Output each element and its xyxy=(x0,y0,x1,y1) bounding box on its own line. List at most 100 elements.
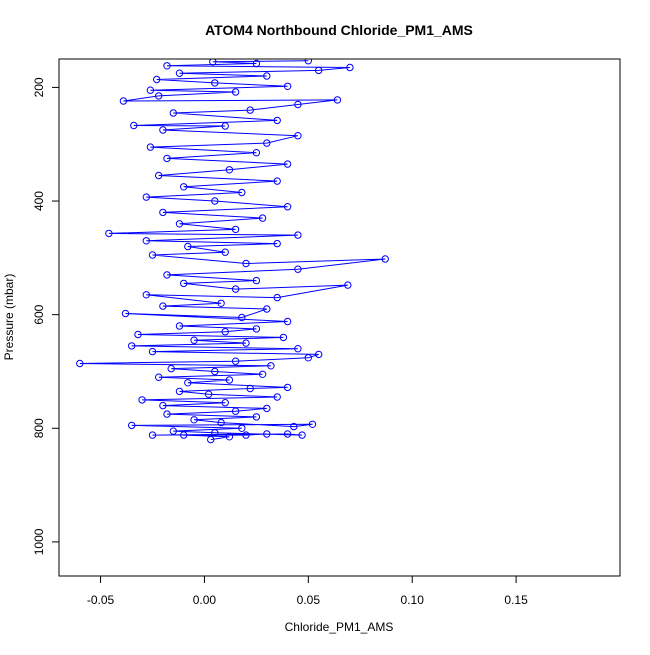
data-point xyxy=(346,63,354,72)
data-point xyxy=(273,239,281,248)
data-point xyxy=(231,225,240,234)
data-point xyxy=(190,416,198,424)
data-point xyxy=(142,291,151,299)
data-point xyxy=(252,59,261,68)
data-point xyxy=(252,149,261,157)
data-point xyxy=(238,424,246,432)
data-point xyxy=(252,276,261,285)
data-point xyxy=(315,66,323,75)
data-point xyxy=(142,193,151,201)
data-point xyxy=(304,354,312,362)
x-tick-label: 0.15 xyxy=(504,593,528,607)
data-point xyxy=(263,72,271,80)
data-point xyxy=(169,427,178,435)
data-point xyxy=(159,302,167,310)
data-point xyxy=(344,281,352,289)
data-point xyxy=(184,379,192,387)
data-point xyxy=(283,317,292,326)
data-point xyxy=(159,401,167,410)
data-point xyxy=(180,279,188,288)
data-point xyxy=(308,420,317,428)
data-point xyxy=(267,362,275,370)
data-point xyxy=(148,347,157,356)
data-point xyxy=(217,418,225,427)
data-point xyxy=(221,328,229,336)
data-point xyxy=(333,96,342,104)
data-point xyxy=(138,396,146,404)
data-point xyxy=(315,350,323,359)
data-point xyxy=(190,336,198,344)
data-point xyxy=(225,166,234,174)
data-point xyxy=(134,330,142,339)
data-point xyxy=(155,171,163,180)
data-point xyxy=(294,345,302,353)
x-axis: -0.05 0.00 0.05 0.10 0.15 xyxy=(87,575,528,607)
data-point xyxy=(175,220,184,228)
data-point xyxy=(294,100,302,109)
data-point xyxy=(258,214,267,222)
data-point xyxy=(283,383,292,392)
data-point xyxy=(184,242,192,251)
data-point xyxy=(211,79,219,87)
data-point xyxy=(163,410,171,418)
data-point xyxy=(155,92,163,100)
data-point xyxy=(175,69,184,77)
data-point xyxy=(163,271,171,279)
data-point xyxy=(128,342,136,350)
data-point xyxy=(242,259,250,268)
data-point xyxy=(217,299,225,307)
data-point xyxy=(163,154,171,163)
data-point xyxy=(304,59,312,65)
data-point xyxy=(298,431,306,439)
data-point xyxy=(130,121,138,130)
data-point xyxy=(211,197,219,205)
data-point xyxy=(142,237,151,245)
data-point xyxy=(175,322,184,330)
y-axis-label: Pressure (mbar) xyxy=(2,274,16,361)
data-point xyxy=(146,86,155,94)
data-point xyxy=(231,357,240,365)
data-point xyxy=(263,430,271,438)
data-point xyxy=(263,305,271,313)
data-point xyxy=(263,139,271,147)
data-point xyxy=(263,404,271,413)
data-point xyxy=(273,293,281,302)
x-tick-label: -0.05 xyxy=(87,593,115,607)
y-tick-label: 600 xyxy=(32,304,46,324)
data-point xyxy=(231,407,240,415)
data-point xyxy=(252,325,261,333)
data-point xyxy=(148,251,157,259)
x-tick-label: 0.00 xyxy=(193,593,217,607)
series-line xyxy=(79,60,386,441)
data-point xyxy=(294,231,302,239)
y-axis: 200 400 600 800 1000 xyxy=(32,77,59,555)
x-tick-label: 0.10 xyxy=(401,593,425,607)
data-point xyxy=(128,421,136,430)
data-point xyxy=(290,422,298,431)
data-point xyxy=(163,62,171,70)
data-point xyxy=(159,208,167,217)
data-point xyxy=(283,430,292,438)
data-point xyxy=(231,88,240,96)
data-point xyxy=(242,431,250,439)
data-point xyxy=(225,376,234,384)
data-point xyxy=(146,143,155,151)
data-point xyxy=(273,393,281,401)
data-point xyxy=(238,313,246,322)
data-point xyxy=(283,82,292,91)
data-point xyxy=(180,183,188,191)
data-point xyxy=(381,255,389,263)
data-point xyxy=(119,97,128,105)
data-point xyxy=(148,431,157,439)
y-tick-label: 200 xyxy=(32,77,46,97)
data-point xyxy=(155,373,163,381)
x-axis-label: Chloride_PM1_AMS xyxy=(285,620,394,634)
data-point xyxy=(204,390,213,398)
data-point xyxy=(273,116,281,125)
data-point xyxy=(283,203,292,211)
data-point xyxy=(76,359,84,368)
data-point xyxy=(211,429,219,437)
data-point xyxy=(153,75,161,84)
